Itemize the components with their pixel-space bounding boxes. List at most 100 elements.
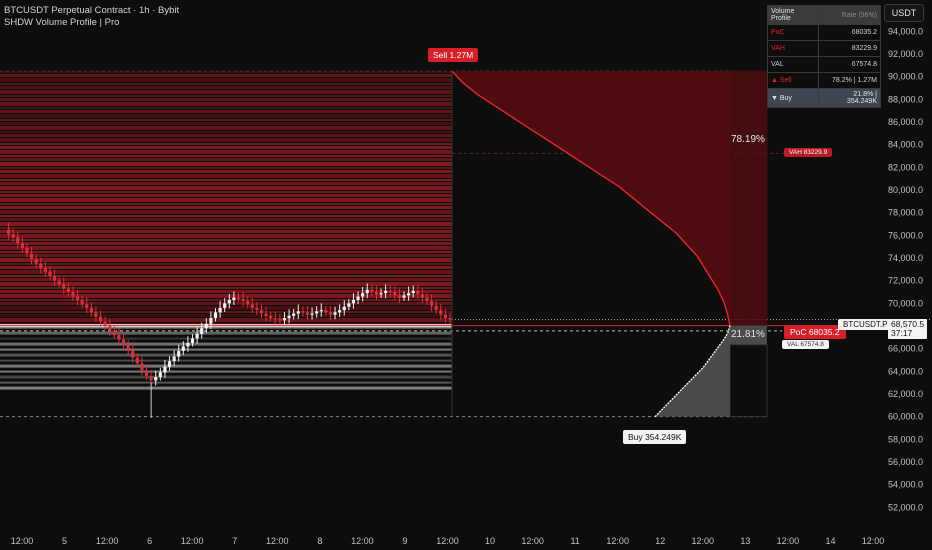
buy-cumulative-line <box>654 325 731 418</box>
candle-body <box>324 310 328 313</box>
candle-body <box>66 288 70 292</box>
val-label: VAL 67574.8 <box>782 340 829 349</box>
time-tick-label: 12:00 <box>181 536 204 546</box>
candle-body <box>301 311 305 313</box>
candle-body <box>273 318 277 320</box>
profile-bar-sell <box>0 299 452 301</box>
candle-body <box>305 312 310 315</box>
profile-bar-sell <box>0 251 452 253</box>
volume-profile-bars <box>0 71 452 390</box>
profile-bar-sell <box>0 294 452 298</box>
candle-body <box>75 296 80 300</box>
candle-body <box>443 314 448 319</box>
candle-body <box>117 335 121 340</box>
table-row-value: 68035.2 <box>818 24 881 41</box>
profile-bar-sell <box>0 138 452 142</box>
candle-body <box>167 361 172 367</box>
candle-body <box>351 299 356 304</box>
currency-button[interactable]: USDT <box>884 4 924 22</box>
price-tick-label: 52,000.0 <box>888 502 923 512</box>
profile-bar-sell <box>0 239 452 241</box>
candle-body <box>333 312 337 315</box>
time-tick-label: 9 <box>402 536 407 546</box>
candle-body <box>218 307 222 313</box>
time-tick-label: 12 <box>655 536 665 546</box>
profile-bar-buy <box>0 370 452 373</box>
candle-body <box>6 229 11 235</box>
table-row-value: 67574.8 <box>818 56 881 73</box>
profile-bar-sell <box>0 158 452 161</box>
candle-body <box>43 268 47 272</box>
table-header-title: Volume Profile <box>766 5 820 25</box>
buy-total-label: Buy 354.249K <box>623 430 687 444</box>
price-tick-label: 78,000.0 <box>888 208 923 218</box>
price-tick-label: 86,000.0 <box>888 117 923 127</box>
profile-bar-sell <box>0 323 452 325</box>
time-tick-label: 12:00 <box>521 536 544 546</box>
profile-bar-sell <box>0 206 452 209</box>
table-row-value: 78.2% | 1.27M <box>818 72 881 89</box>
candle-body <box>420 294 425 298</box>
time-axis: 12:00 5 12:00 6 12:00 7 12:00 8 12:00 9 12:00 10 12:… <box>11 536 885 546</box>
profile-bar-sell <box>0 107 452 109</box>
profile-bar-sell <box>0 155 452 157</box>
candle-body <box>112 330 116 336</box>
candle-body <box>135 357 139 364</box>
profile-bar-sell <box>0 194 452 197</box>
candle-body <box>264 313 268 316</box>
candle-body <box>94 312 98 317</box>
table-row-label: PoC <box>766 24 820 41</box>
price-tick-label: 82,000.0 <box>888 162 923 172</box>
sell-total-label: Sell 1.27M <box>428 48 479 62</box>
candle-body <box>232 297 236 300</box>
candle-body <box>269 315 273 319</box>
candle-body <box>126 345 130 351</box>
candle-body <box>121 339 126 346</box>
table-row: PoC 68035.2 <box>766 24 881 41</box>
profile-bar-sell <box>0 234 452 238</box>
candles <box>6 222 452 418</box>
profile-bar-sell <box>0 179 452 181</box>
candle-body <box>154 377 158 381</box>
candle-body <box>425 297 429 302</box>
profile-bar-sell <box>0 275 452 277</box>
profile-bar-sell <box>0 218 452 221</box>
candle-body <box>342 306 346 311</box>
profile-bar-sell <box>0 95 452 97</box>
candle-body <box>250 304 254 308</box>
candle-body <box>287 315 291 319</box>
price-tick-label: 66,000.0 <box>888 344 923 354</box>
candle-body <box>29 253 34 260</box>
price-tick-label: 92,000.0 <box>888 49 923 59</box>
profile-bar-sell <box>0 74 452 77</box>
candle-body <box>278 319 282 321</box>
candle-body <box>388 290 392 292</box>
profile-bar-buy <box>0 353 452 357</box>
time-tick-label: 8 <box>317 536 322 546</box>
candle-body <box>347 303 351 307</box>
price-tick-label: 56,000.0 <box>888 457 923 467</box>
profile-bar-sell <box>0 122 452 125</box>
profile-bar-sell <box>0 114 452 118</box>
candle-body <box>315 311 319 314</box>
time-tick-label: 12:00 <box>351 536 374 546</box>
candle-body <box>181 346 185 351</box>
table-header-rate: Rate (96%) <box>818 5 881 25</box>
table-row: VAL 67574.8 <box>766 56 881 73</box>
profile-bar-sell <box>0 311 452 313</box>
candle-body <box>71 292 75 297</box>
time-tick-label: 5 <box>62 536 67 546</box>
profile-bar-sell <box>0 174 452 178</box>
price-tick-label: 76,000.0 <box>888 230 923 240</box>
profile-bar-sell <box>0 83 452 85</box>
profile-bar-sell <box>0 266 452 269</box>
candle-body <box>140 363 144 371</box>
vah-label: VAH 83229.9 <box>784 148 833 157</box>
candle-body <box>144 370 149 376</box>
buy-cumulative-fill <box>655 325 730 417</box>
indicator-title: SHDW Volume Profile | Pro <box>4 17 120 28</box>
candle-body <box>236 297 241 299</box>
candle-body <box>361 293 365 297</box>
